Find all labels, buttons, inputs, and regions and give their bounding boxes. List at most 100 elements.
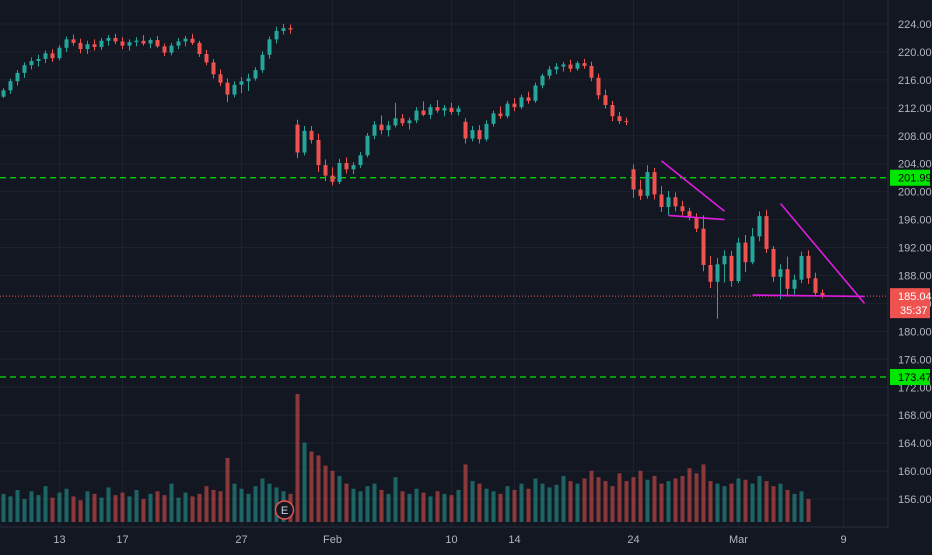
candle-body [673,197,678,207]
candle-body [652,172,657,195]
volume-bar [64,488,69,522]
candle-body [645,172,650,196]
volume-bar [435,491,440,522]
volume-bar [393,477,398,522]
level-price-label: 201.99 [898,173,932,185]
volume-bar [155,491,160,522]
candle-body [617,116,622,122]
candle-body [785,269,790,289]
candle-body [687,211,692,218]
trendlines[interactable] [661,160,866,304]
candle-body [540,75,545,86]
candle-body [729,255,734,282]
horizontal-levels[interactable] [0,177,888,378]
volume-bar [687,468,692,522]
volume-bar [750,483,755,522]
candle-body [1,90,6,97]
volume-bar [477,483,482,522]
level-price-badge[interactable] [890,368,930,385]
volume-bar [449,495,454,522]
volume-bar [638,470,643,522]
candle-body [680,206,685,212]
candle-body [344,163,349,170]
candle-body [519,97,524,108]
volume-bar [589,470,594,522]
volume-bar [351,488,356,522]
candle-body [106,37,111,41]
volume-bar [120,492,125,522]
volume-bar [386,493,391,522]
candle-body [582,63,587,66]
price-tick-label: 172.00 [898,382,932,394]
time-axis-background [0,527,888,550]
candle-body [351,165,356,170]
trendline[interactable] [779,203,866,304]
event-markers[interactable]: E [274,500,295,520]
volume-bar [190,496,195,522]
candle-body [715,264,720,282]
candle-body [365,135,370,156]
price-tick-label: 208.00 [898,131,932,143]
candle-body [50,53,55,59]
candle-body [407,120,412,124]
level-price-badge[interactable] [890,169,930,186]
trendline[interactable] [752,294,865,298]
volume-bar [344,483,349,522]
volume-bar [141,498,146,522]
price-axis-background [888,0,932,550]
candle-body [806,255,811,279]
last-price-badge[interactable] [890,288,930,319]
candle-body [526,97,531,101]
candle-body [358,155,363,166]
volume-bar [666,481,671,522]
volume-bar [1,493,6,522]
volume-bar [78,500,83,522]
volume-bar [204,486,209,522]
volume-bar [442,493,447,522]
candle-body [400,118,405,124]
earnings-event-marker[interactable] [274,500,295,520]
candle-body [610,105,615,117]
candle-body [57,47,62,59]
grid-lines [0,0,888,527]
volume-bar [36,495,41,522]
candle-body [169,45,174,53]
volume-bar [183,492,188,522]
earnings-event-label: E [281,505,288,517]
candle-body [533,85,538,101]
candle-body [127,42,132,46]
trendline[interactable] [661,160,725,212]
candle-body [141,40,146,44]
candle-body [29,61,34,66]
candle-body [778,269,783,277]
volume-bar [225,458,230,522]
candle-body [463,121,468,139]
candle-body [792,279,797,289]
volume-bar [71,496,76,522]
candle-body [484,123,489,140]
volume-bar [736,478,741,522]
candle-body [568,64,573,69]
price-tick-label: 220.00 [898,47,932,59]
time-tick-label: 14 [508,534,520,546]
candle-body [288,28,293,30]
volume-bar [134,490,139,522]
time-axis[interactable]: 13 17 27 Feb 10 14 24 Mar 9 [0,526,888,550]
volume-bar [533,478,538,522]
volume-bar [456,490,461,522]
candle-body [232,84,237,95]
volume-bar [106,487,111,522]
candle-body [15,72,20,82]
trendline[interactable] [668,214,725,221]
volume-bar [414,488,419,522]
candle-body [421,110,426,115]
volume-bar [596,477,601,522]
candle-body [624,121,629,123]
candle-body [589,65,594,78]
candles [1,23,825,319]
candle-body [155,40,160,47]
price-axis[interactable]: 224.00 220.00 216.00 212.00 208.00 204.00 200.… [887,0,932,550]
volume-bar [295,394,300,522]
